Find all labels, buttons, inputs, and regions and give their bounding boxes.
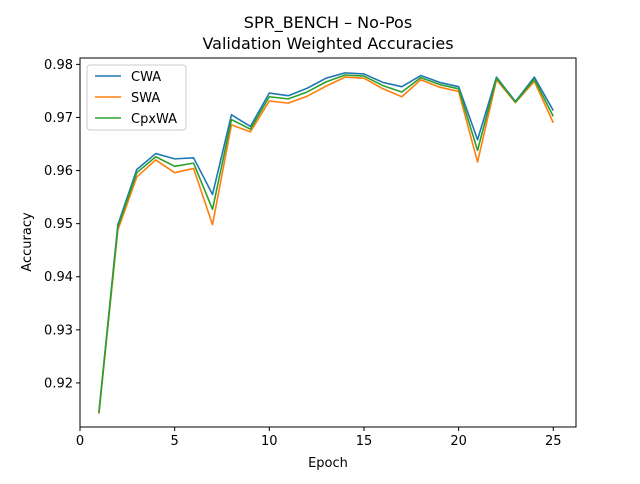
y-tick-label: 0.96 [44, 164, 73, 179]
series-line-swa [98, 76, 555, 414]
y-tick-label: 0.93 [44, 323, 73, 338]
x-tick-label: 5 [171, 434, 179, 449]
legend-label-cwa: CWA [131, 70, 161, 85]
chart-subtitle: Validation Weighted Accuracies [202, 34, 453, 53]
y-axis-label: Accuracy [20, 212, 35, 272]
legend-label-cpxwa: CpxWA [131, 112, 177, 127]
x-tick-label: 20 [450, 434, 467, 449]
legend-box [86, 64, 187, 131]
legend: CWA SWA CpxWA [86, 64, 187, 131]
x-axis-label: Epoch [308, 456, 348, 471]
y-tick-label: 0.95 [44, 217, 73, 232]
x-tick-label: 10 [261, 434, 278, 449]
y-tick-label: 0.92 [44, 376, 73, 391]
series-lines [98, 72, 555, 414]
y-tick-label: 0.98 [44, 58, 73, 73]
y-tick-label: 0.94 [44, 270, 73, 285]
chart-title: SPR_BENCH – No-Pos [244, 13, 412, 33]
x-tick-label: 0 [76, 434, 84, 449]
series-line-cpxwa [98, 74, 554, 413]
series-line-cwa [98, 72, 554, 413]
axes-group: 0 5 10 15 20 25 0.92 0.93 0.94 0.95 0.96 0.97 0.98 [44, 58, 562, 449]
x-tick-label: 15 [356, 434, 373, 449]
plot-frame [79, 57, 577, 428]
legend-label-swa: SWA [131, 91, 160, 106]
x-tick-label: 25 [545, 434, 562, 449]
y-tick-label: 0.97 [44, 111, 73, 126]
